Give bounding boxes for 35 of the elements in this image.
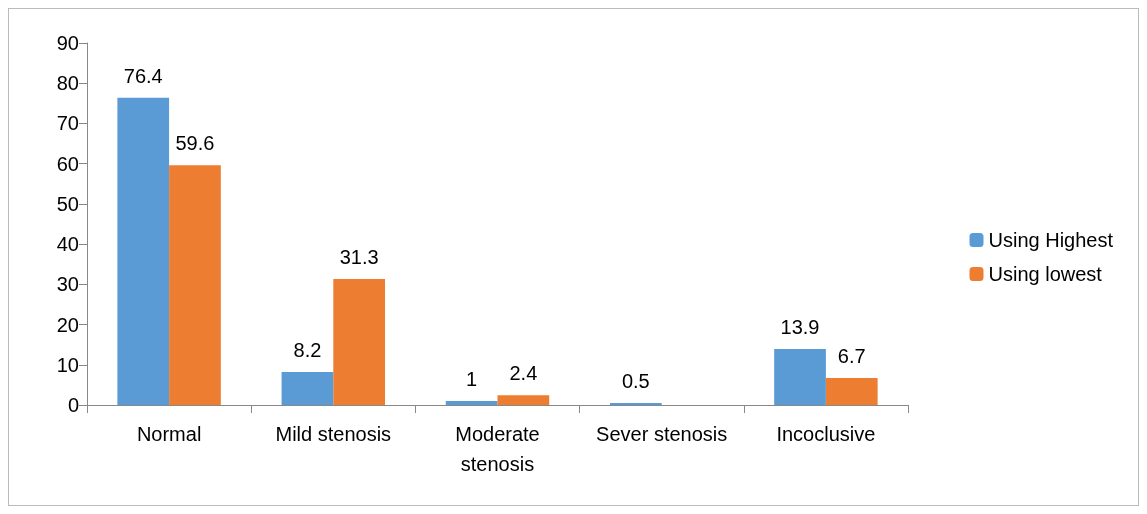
data-label: 59.6 (175, 132, 215, 155)
y-tick-label: 50 (56, 192, 79, 215)
data-label: 2.4 (509, 362, 538, 385)
data-label: 8.2 (293, 339, 322, 362)
x-tick-label: Mild stenosis (275, 423, 392, 445)
x-tick-label: Normal (136, 423, 202, 445)
y-tick-label: 90 (56, 32, 79, 54)
bar (774, 349, 826, 405)
data-label: 0.5 (621, 369, 650, 392)
bar (117, 97, 170, 405)
data-label: 76.4 (123, 64, 163, 87)
x-tick-label: Sever stenosis (596, 423, 728, 445)
y-tick-label: 30 (56, 273, 79, 296)
data-label: 13.9 (780, 316, 820, 339)
y-tick-label: 80 (56, 72, 79, 95)
bar (333, 279, 386, 405)
data-label: 1 (466, 367, 478, 390)
data-label: 6.7 (837, 345, 866, 368)
bar (825, 378, 878, 405)
y-tick-label: 70 (56, 112, 79, 135)
data-label: 31.3 (339, 246, 379, 269)
bar (609, 402, 662, 405)
bar (445, 400, 498, 405)
legend-label: Using lowest (988, 263, 1103, 285)
y-tick-label: 0 (67, 394, 79, 416)
legend-label: Using Highest (988, 229, 1114, 251)
y-tick-label: 10 (56, 353, 79, 376)
y-tick-label: 60 (56, 152, 79, 175)
bar (169, 165, 221, 405)
x-tick-label: Incoclusive (776, 423, 876, 445)
bar (497, 395, 550, 405)
bar (281, 372, 334, 405)
y-tick-label: 40 (56, 233, 79, 256)
y-tick-label: 20 (56, 313, 79, 336)
x-tick-label: Moderate stenosis (455, 423, 540, 475)
